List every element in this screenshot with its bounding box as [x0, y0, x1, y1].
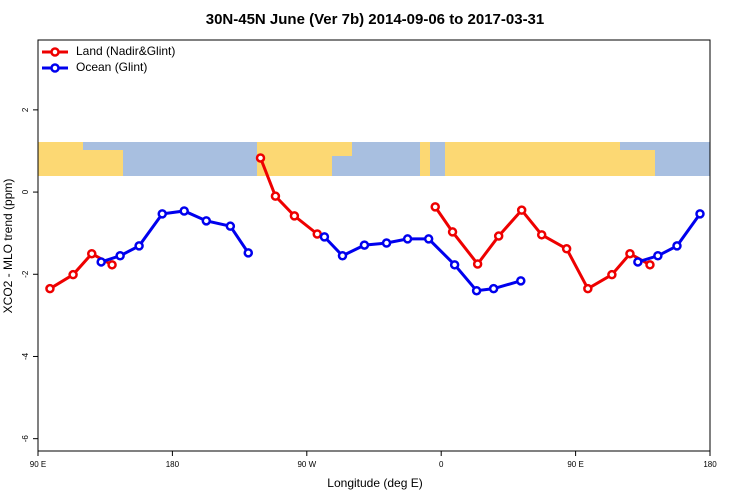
point: [430, 202, 440, 212]
point: [270, 191, 281, 201]
point: [645, 260, 655, 270]
x-tick-label: 180: [703, 460, 717, 469]
point: [449, 260, 460, 270]
point: [653, 251, 663, 261]
x-tick-label: 90 E: [567, 460, 583, 469]
point: [607, 269, 617, 280]
point: [493, 231, 504, 241]
point: [672, 241, 682, 251]
point: [115, 251, 125, 261]
y-tick-label: -6: [21, 435, 30, 443]
y-axis-label: XCO2 - MLO trend (ppm): [1, 179, 15, 314]
point: [107, 260, 117, 270]
point: [583, 283, 593, 294]
point: [695, 209, 705, 219]
y-tick-label: -4: [21, 352, 30, 360]
legend-label: Ocean (Glint): [76, 60, 147, 74]
point: [561, 244, 572, 254]
point: [516, 205, 527, 215]
point: [633, 257, 643, 267]
x-tick-label: 180: [166, 460, 180, 469]
point: [255, 153, 266, 163]
point: [157, 209, 167, 219]
point: [45, 283, 55, 294]
point: [381, 238, 392, 248]
chart-title: 30N-45N June (Ver 7b) 2014-09-06 to 2017…: [206, 11, 545, 28]
y-tick-label: -2: [21, 270, 30, 278]
y-tick-label: 2: [21, 107, 30, 112]
point: [472, 259, 483, 269]
point: [134, 241, 144, 251]
point: [471, 285, 482, 296]
x-axis-label: Longitude (deg E): [327, 476, 422, 490]
legend-label: Land (Nadir&Glint): [76, 44, 175, 58]
point: [96, 257, 106, 267]
point: [68, 269, 78, 280]
point: [516, 276, 526, 286]
point: [536, 230, 547, 240]
map-strip: [38, 142, 710, 176]
point: [359, 240, 370, 250]
x-tick-label: 90 W: [297, 460, 316, 469]
legend: Land (Nadir&Glint) Ocean (Glint): [42, 44, 175, 74]
x-tick-label: 0: [439, 460, 444, 469]
point: [337, 251, 348, 261]
point: [488, 283, 499, 294]
y-tick-label: 0: [21, 189, 30, 194]
point: [423, 234, 434, 244]
point: [201, 216, 212, 226]
point: [447, 227, 458, 237]
legend-marker: [50, 63, 60, 73]
point: [402, 234, 413, 244]
point: [625, 248, 635, 259]
point: [289, 211, 300, 221]
series-line: [49, 157, 651, 291]
point: [243, 248, 254, 258]
point: [87, 248, 97, 259]
x-tick-label: 90 E: [30, 460, 46, 469]
plot-frame: [37, 39, 711, 452]
legend-marker: [50, 47, 60, 57]
point: [319, 232, 330, 242]
point: [225, 221, 236, 231]
point: [179, 206, 189, 216]
